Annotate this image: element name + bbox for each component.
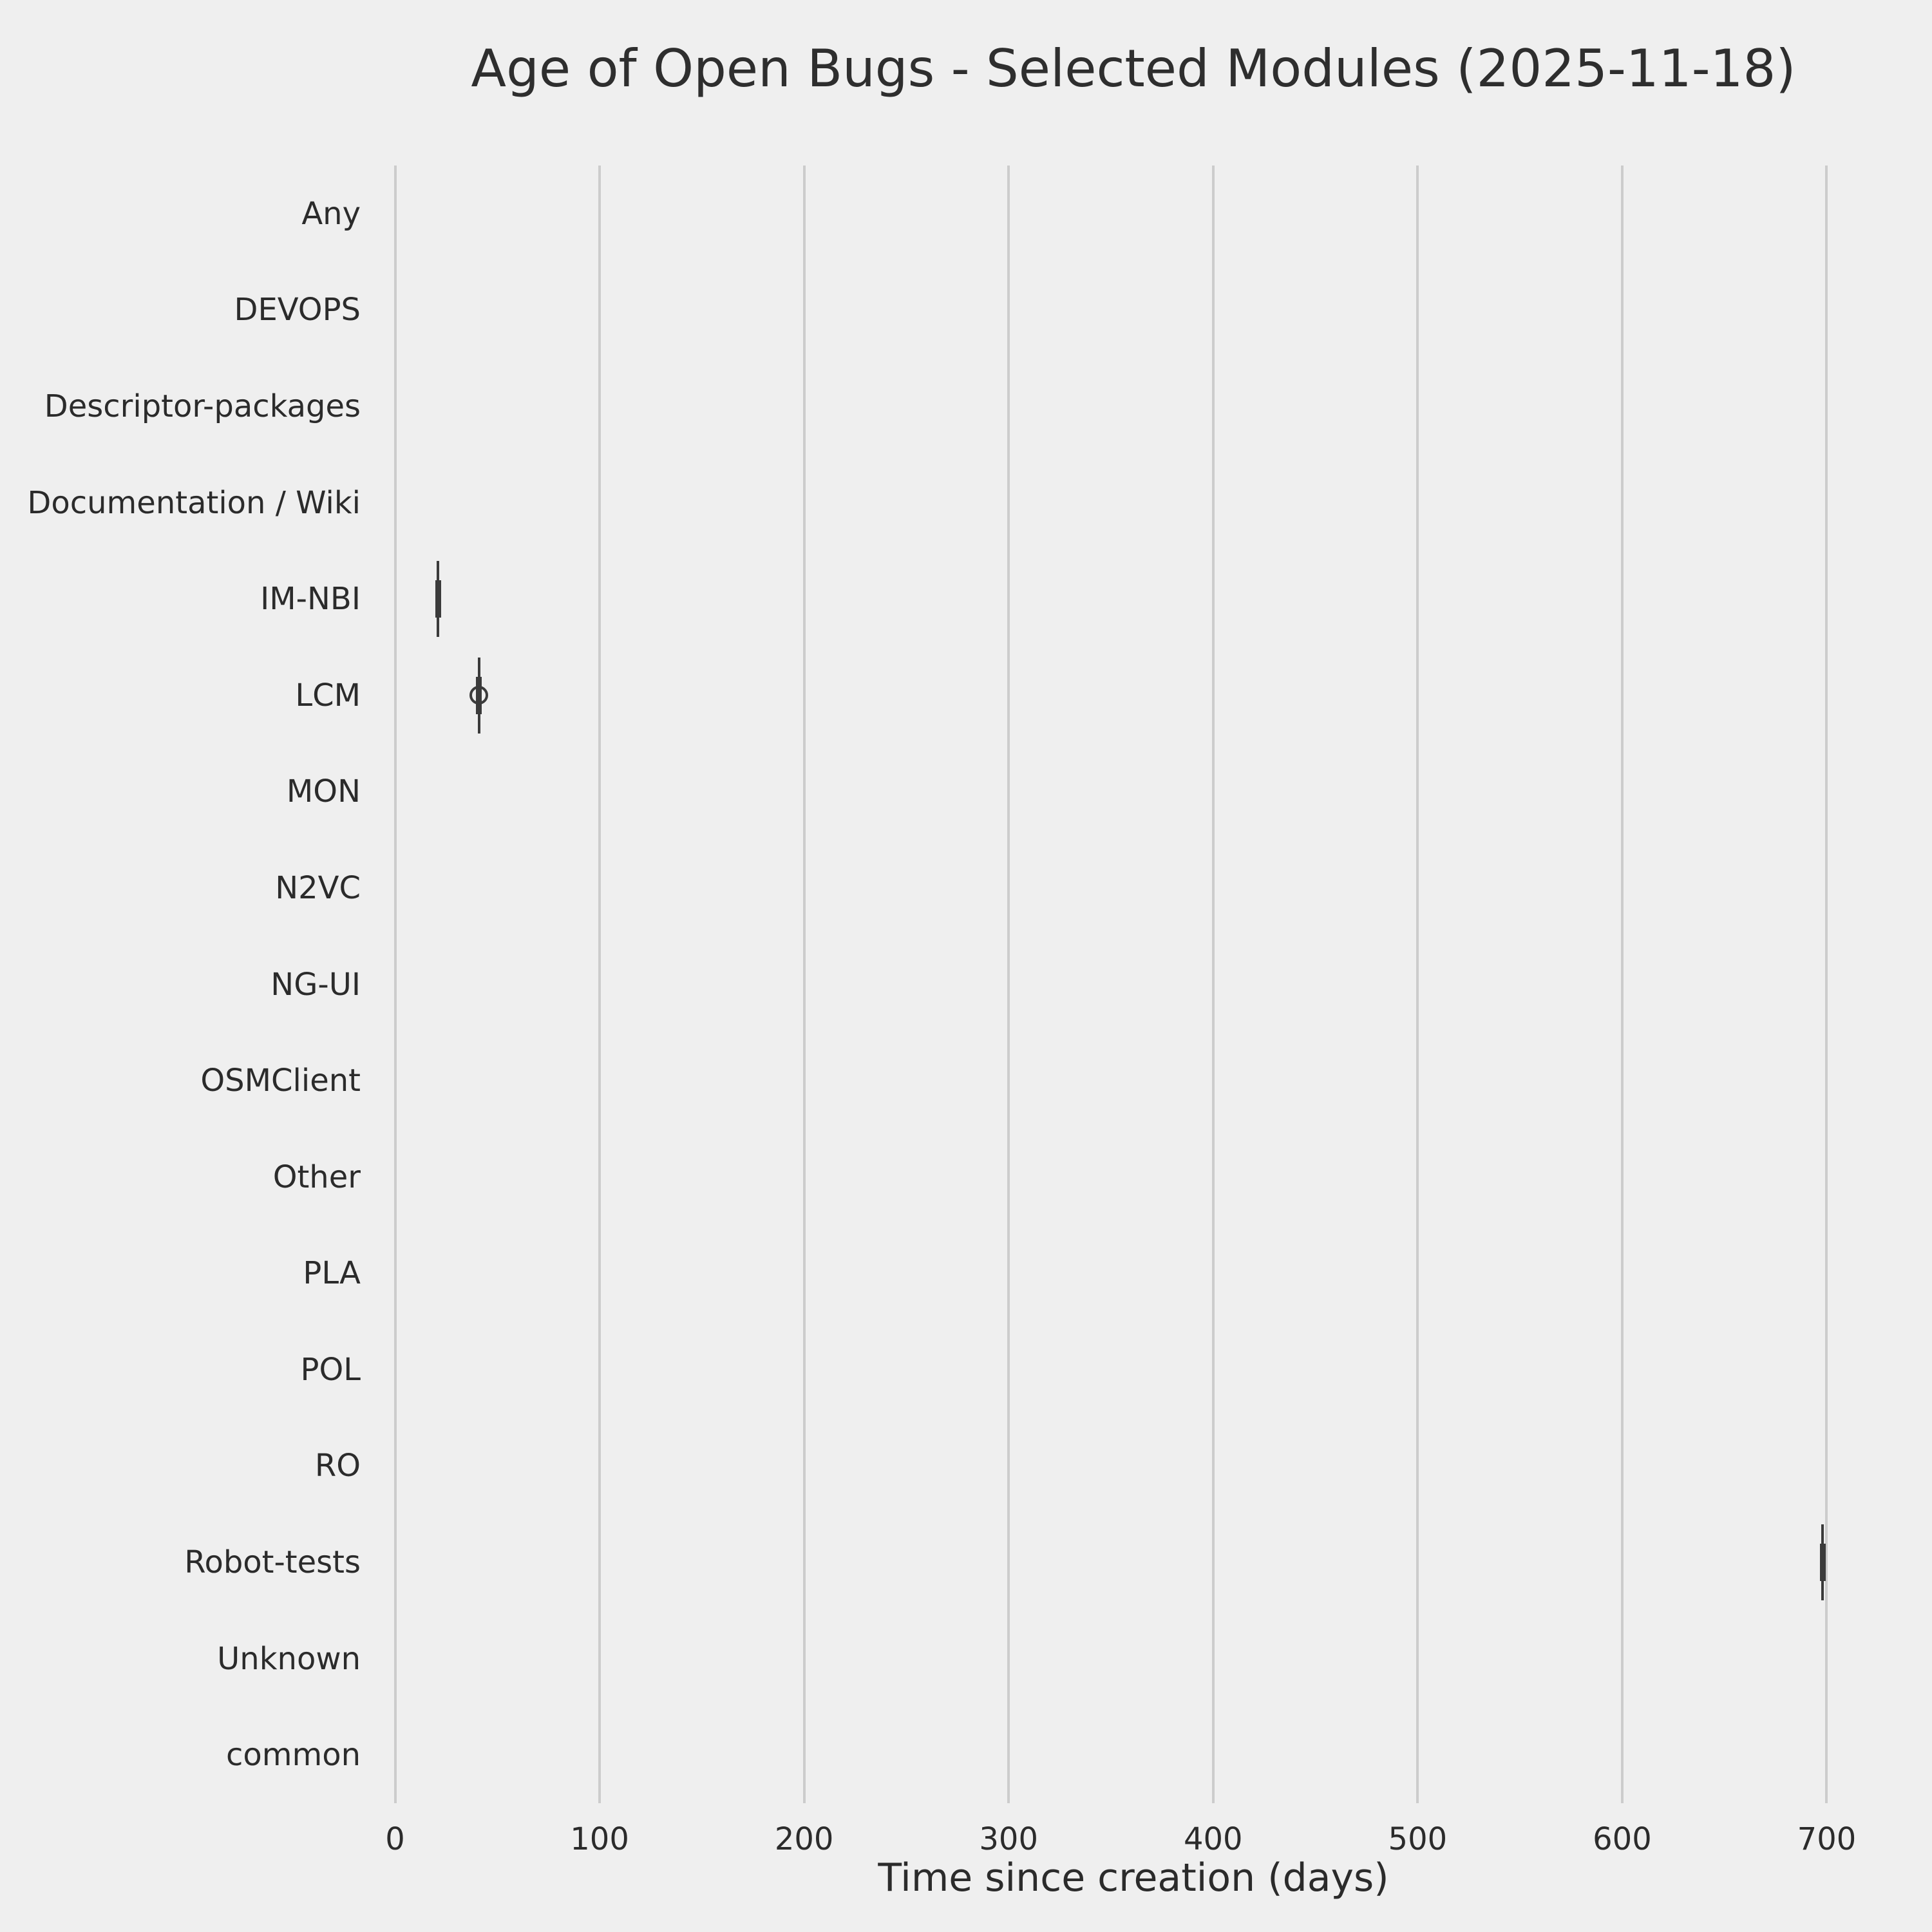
y-tick-label-mon: MON (286, 773, 361, 810)
gridline-x-100 (598, 166, 601, 1803)
y-tick-label-any: Any (301, 195, 361, 232)
gridline-x-300 (1007, 166, 1010, 1803)
boxplot-flier (469, 686, 489, 705)
chart-title: Age of Open Bugs - Selected Modules (202… (471, 39, 1796, 99)
x-tick-label: 100 (570, 1821, 629, 1857)
x-tick-label: 0 (385, 1821, 405, 1857)
boxplot-median (437, 580, 440, 618)
y-tick-label-robot-tests: Robot-tests (184, 1544, 361, 1581)
y-tick-label-other: Other (272, 1159, 361, 1195)
gridline-x-0 (393, 166, 397, 1803)
y-tick-label-osmclient: OSMClient (200, 1063, 361, 1099)
y-tick-label-ng-ui: NG-UI (270, 966, 361, 1003)
x-tick-label: 400 (1183, 1821, 1243, 1857)
y-tick-label-pol: POL (300, 1351, 361, 1388)
x-tick-label: 200 (774, 1821, 834, 1857)
y-tick-label-documentation-wiki: Documentation / Wiki (27, 484, 361, 521)
boxplot-median (1821, 1544, 1824, 1582)
plot-area (0, 166, 1932, 1803)
gridline-x-400 (1211, 166, 1215, 1803)
x-axis-title: Time since creation (days) (878, 1855, 1389, 1900)
y-tick-label-unknown: Unknown (217, 1640, 361, 1677)
y-tick-label-im-nbi: IM-NBI (260, 581, 361, 618)
x-tick-label: 700 (1797, 1821, 1857, 1857)
y-tick-label-lcm: LCM (295, 677, 361, 714)
x-tick-label: 300 (979, 1821, 1039, 1857)
gridline-x-700 (1825, 166, 1828, 1803)
y-tick-label-common: common (225, 1737, 361, 1774)
y-tick-label-n2vc: N2VC (275, 869, 361, 906)
y-tick-label-ro: RO (314, 1448, 361, 1484)
x-tick-label: 500 (1388, 1821, 1448, 1857)
gridline-x-500 (1416, 166, 1419, 1803)
x-tick-label: 600 (1593, 1821, 1652, 1857)
y-tick-label-descriptor-packages: Descriptor-packages (44, 388, 361, 424)
gridline-x-600 (1620, 166, 1624, 1803)
y-tick-label-devops: DEVOPS (234, 292, 361, 328)
y-tick-label-pla: PLA (303, 1255, 361, 1292)
gridline-x-200 (802, 166, 806, 1803)
